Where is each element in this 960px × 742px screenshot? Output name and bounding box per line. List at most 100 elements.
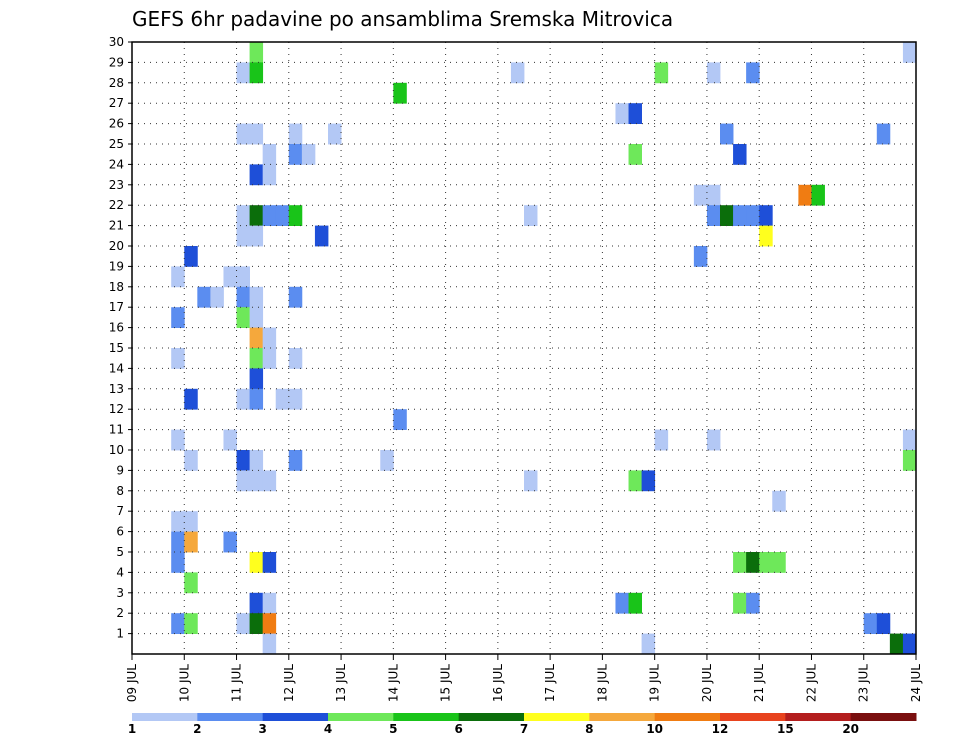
legend-swatch — [720, 713, 786, 721]
y-tick-label: 27 — [109, 96, 124, 110]
precip-cell — [171, 266, 185, 288]
y-tick-label: 16 — [109, 321, 124, 335]
precip-cell — [746, 592, 760, 614]
precip-cell — [197, 286, 211, 308]
precip-cell — [262, 144, 277, 165]
x-tick-label: 13 JUL — [334, 664, 348, 702]
y-tick-label: 12 — [109, 402, 124, 416]
legend-swatch — [393, 713, 460, 721]
precip-cell — [171, 307, 185, 328]
precip-cell — [524, 470, 538, 492]
precip-cell — [288, 205, 303, 226]
precip-cell — [236, 307, 250, 328]
precip-cell — [184, 246, 198, 267]
x-tick-label: 18 JUL — [595, 664, 609, 702]
precip-cell — [288, 123, 303, 145]
y-tick-label: 3 — [116, 586, 124, 600]
precip-cell — [249, 164, 264, 186]
precip-cell — [236, 388, 250, 410]
precip-cell — [654, 62, 669, 84]
precip-cell — [236, 205, 250, 226]
y-tick-label: 14 — [109, 361, 124, 375]
precip-cell — [249, 307, 264, 328]
legend-label: 15 — [777, 722, 794, 736]
precip-cell — [249, 327, 264, 349]
precip-cell — [184, 388, 198, 410]
precip-cell — [262, 633, 277, 655]
precip-cell — [759, 225, 773, 247]
legend-label: 1 — [128, 722, 136, 736]
precip-cell — [262, 164, 277, 186]
legend-swatch — [850, 713, 917, 721]
precip-cell — [393, 409, 407, 430]
precip-cell — [262, 205, 277, 226]
precip-cell — [733, 205, 747, 226]
legend-label: 4 — [324, 722, 332, 736]
y-tick-label: 13 — [109, 382, 124, 396]
legend-swatch — [654, 713, 721, 721]
x-tick-label: 17 JUL — [543, 664, 557, 702]
precip-cell — [902, 633, 917, 655]
precip-cell — [876, 123, 891, 145]
precip-cell — [171, 348, 185, 369]
precip-cell — [171, 613, 185, 634]
y-tick-label: 17 — [109, 300, 124, 314]
precip-cell — [236, 450, 250, 471]
x-tick-label: 11 JUL — [230, 664, 244, 702]
precip-cell — [746, 62, 760, 84]
precip-cell — [746, 205, 760, 226]
y-tick-label: 7 — [116, 504, 124, 518]
legend-swatch — [785, 713, 852, 721]
x-tick-label: 24 JUL — [909, 664, 923, 702]
legend-swatch — [328, 713, 394, 721]
precip-cell — [223, 531, 237, 553]
precip-cell — [706, 62, 721, 84]
precip-cell — [236, 266, 250, 288]
precip-cell — [171, 511, 185, 532]
precip-cell — [772, 552, 786, 573]
precip-cell — [876, 613, 891, 634]
legend-label: 20 — [842, 722, 859, 736]
precip-cell — [210, 286, 224, 308]
precip-cell — [615, 103, 629, 124]
precip-cell — [706, 205, 721, 226]
precip-cell — [654, 429, 669, 451]
y-tick-label: 30 — [109, 35, 124, 49]
precip-cell — [236, 123, 250, 145]
precip-cell — [902, 429, 917, 451]
precip-cell — [262, 592, 277, 614]
precip-cell — [902, 42, 917, 63]
precip-cell — [184, 511, 198, 532]
precip-cell — [641, 633, 656, 655]
precip-cell — [628, 103, 642, 124]
y-tick-label: 9 — [116, 463, 124, 477]
y-tick-label: 23 — [109, 178, 124, 192]
precip-cell — [249, 286, 264, 308]
x-tick-label: 23 JUL — [857, 664, 871, 702]
y-tick-label: 25 — [109, 137, 124, 151]
y-tick-label: 19 — [109, 259, 124, 273]
y-tick-label: 1 — [116, 627, 124, 641]
precip-cell — [236, 62, 250, 84]
precip-cell — [249, 368, 264, 390]
precip-cell — [236, 613, 250, 634]
legend-swatch — [262, 713, 329, 721]
y-tick-label: 26 — [109, 117, 124, 131]
y-tick-label: 21 — [109, 219, 124, 233]
legend-swatch — [197, 713, 264, 721]
legend-label: 3 — [258, 722, 266, 736]
precip-cell — [393, 82, 407, 104]
precip-cell — [262, 613, 277, 634]
y-tick-label: 18 — [109, 280, 124, 294]
precip-cell — [706, 429, 721, 451]
precip-cell — [184, 531, 198, 553]
legend-label: 10 — [646, 722, 663, 736]
precip-cell — [380, 450, 394, 471]
legend-label: 8 — [585, 722, 593, 736]
x-tick-label: 19 JUL — [648, 664, 662, 702]
precip-cell — [628, 470, 642, 492]
precip-cell — [236, 286, 250, 308]
x-axis: 09 JUL 10 JUL 11 JUL 12 JUL 13 JUL 14 JUL 15 J… — [125, 654, 923, 702]
precip-cell — [249, 348, 264, 369]
